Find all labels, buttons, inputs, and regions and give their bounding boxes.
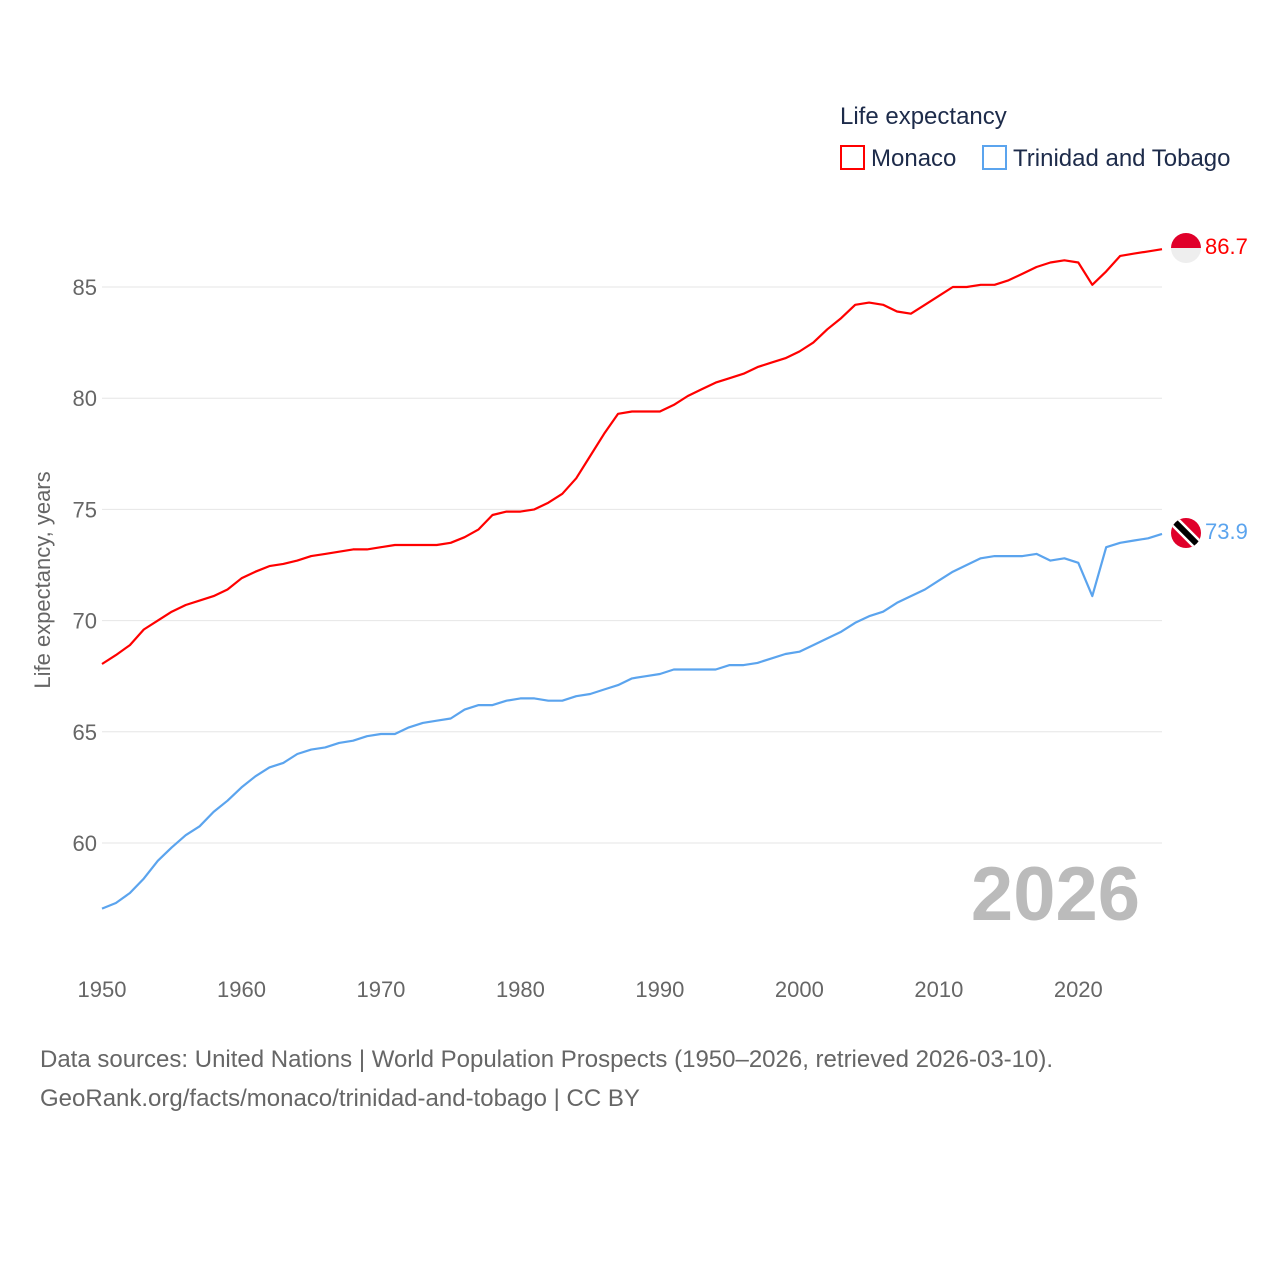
monaco-flag-icon	[1171, 233, 1201, 263]
legend-swatch-trinidad-and-tobago	[982, 145, 1007, 170]
x-tick-label: 1970	[356, 977, 405, 1002]
y-tick-label: 85	[73, 275, 97, 300]
trinidad-and-tobago-flag-icon	[1171, 518, 1201, 548]
legend-swatch-monaco	[840, 145, 865, 170]
monaco-end-label: 86.7	[1205, 234, 1248, 259]
y-tick-label: 75	[73, 497, 97, 522]
y-axis-label: Life expectancy, years	[30, 471, 55, 688]
y-tick-label: 65	[73, 720, 97, 745]
y-tick-label: 80	[73, 386, 97, 411]
x-tick-label: 1950	[78, 977, 127, 1002]
trinidad-and-tobago-end-label: 73.9	[1205, 519, 1248, 544]
legend-item-monaco[interactable]: Monaco	[840, 145, 956, 172]
y-tick-label: 70	[73, 609, 97, 634]
legend: Life expectancy Monaco Trinidad and Toba…	[840, 103, 1231, 172]
x-tick-label: 2020	[1054, 977, 1103, 1002]
legend-label-trinidad-and-tobago: Trinidad and Tobago	[1013, 145, 1231, 172]
series-line-trinidad-and-tobago	[101, 532, 1163, 910]
footer-attribution: GeoRank.org/facts/monaco/trinidad-and-to…	[40, 1085, 640, 1112]
x-axis-ticks: 1950 1960 1970 1980 1990 2000 2010 2020	[78, 977, 1103, 1002]
legend-title: Life expectancy	[840, 103, 1007, 130]
series-line-monaco	[101, 248, 1163, 665]
gridlines	[102, 286, 1162, 844]
y-axis-ticks: 60 65 70 75 80 85	[73, 275, 97, 856]
x-tick-label: 1990	[635, 977, 684, 1002]
x-tick-label: 2000	[775, 977, 824, 1002]
legend-item-trinidad-and-tobago[interactable]: Trinidad and Tobago	[982, 145, 1231, 172]
series-lines	[101, 248, 1163, 910]
legend-label-monaco: Monaco	[871, 145, 956, 172]
x-tick-label: 2010	[914, 977, 963, 1002]
x-tick-label: 1960	[217, 977, 266, 1002]
x-tick-label: 1980	[496, 977, 545, 1002]
series-end-markers: 86.7 73.9	[1171, 233, 1248, 548]
y-tick-label: 60	[73, 831, 97, 856]
footer-sources: Data sources: United Nations | World Pop…	[40, 1046, 1054, 1073]
year-watermark: 2026	[971, 852, 1140, 937]
